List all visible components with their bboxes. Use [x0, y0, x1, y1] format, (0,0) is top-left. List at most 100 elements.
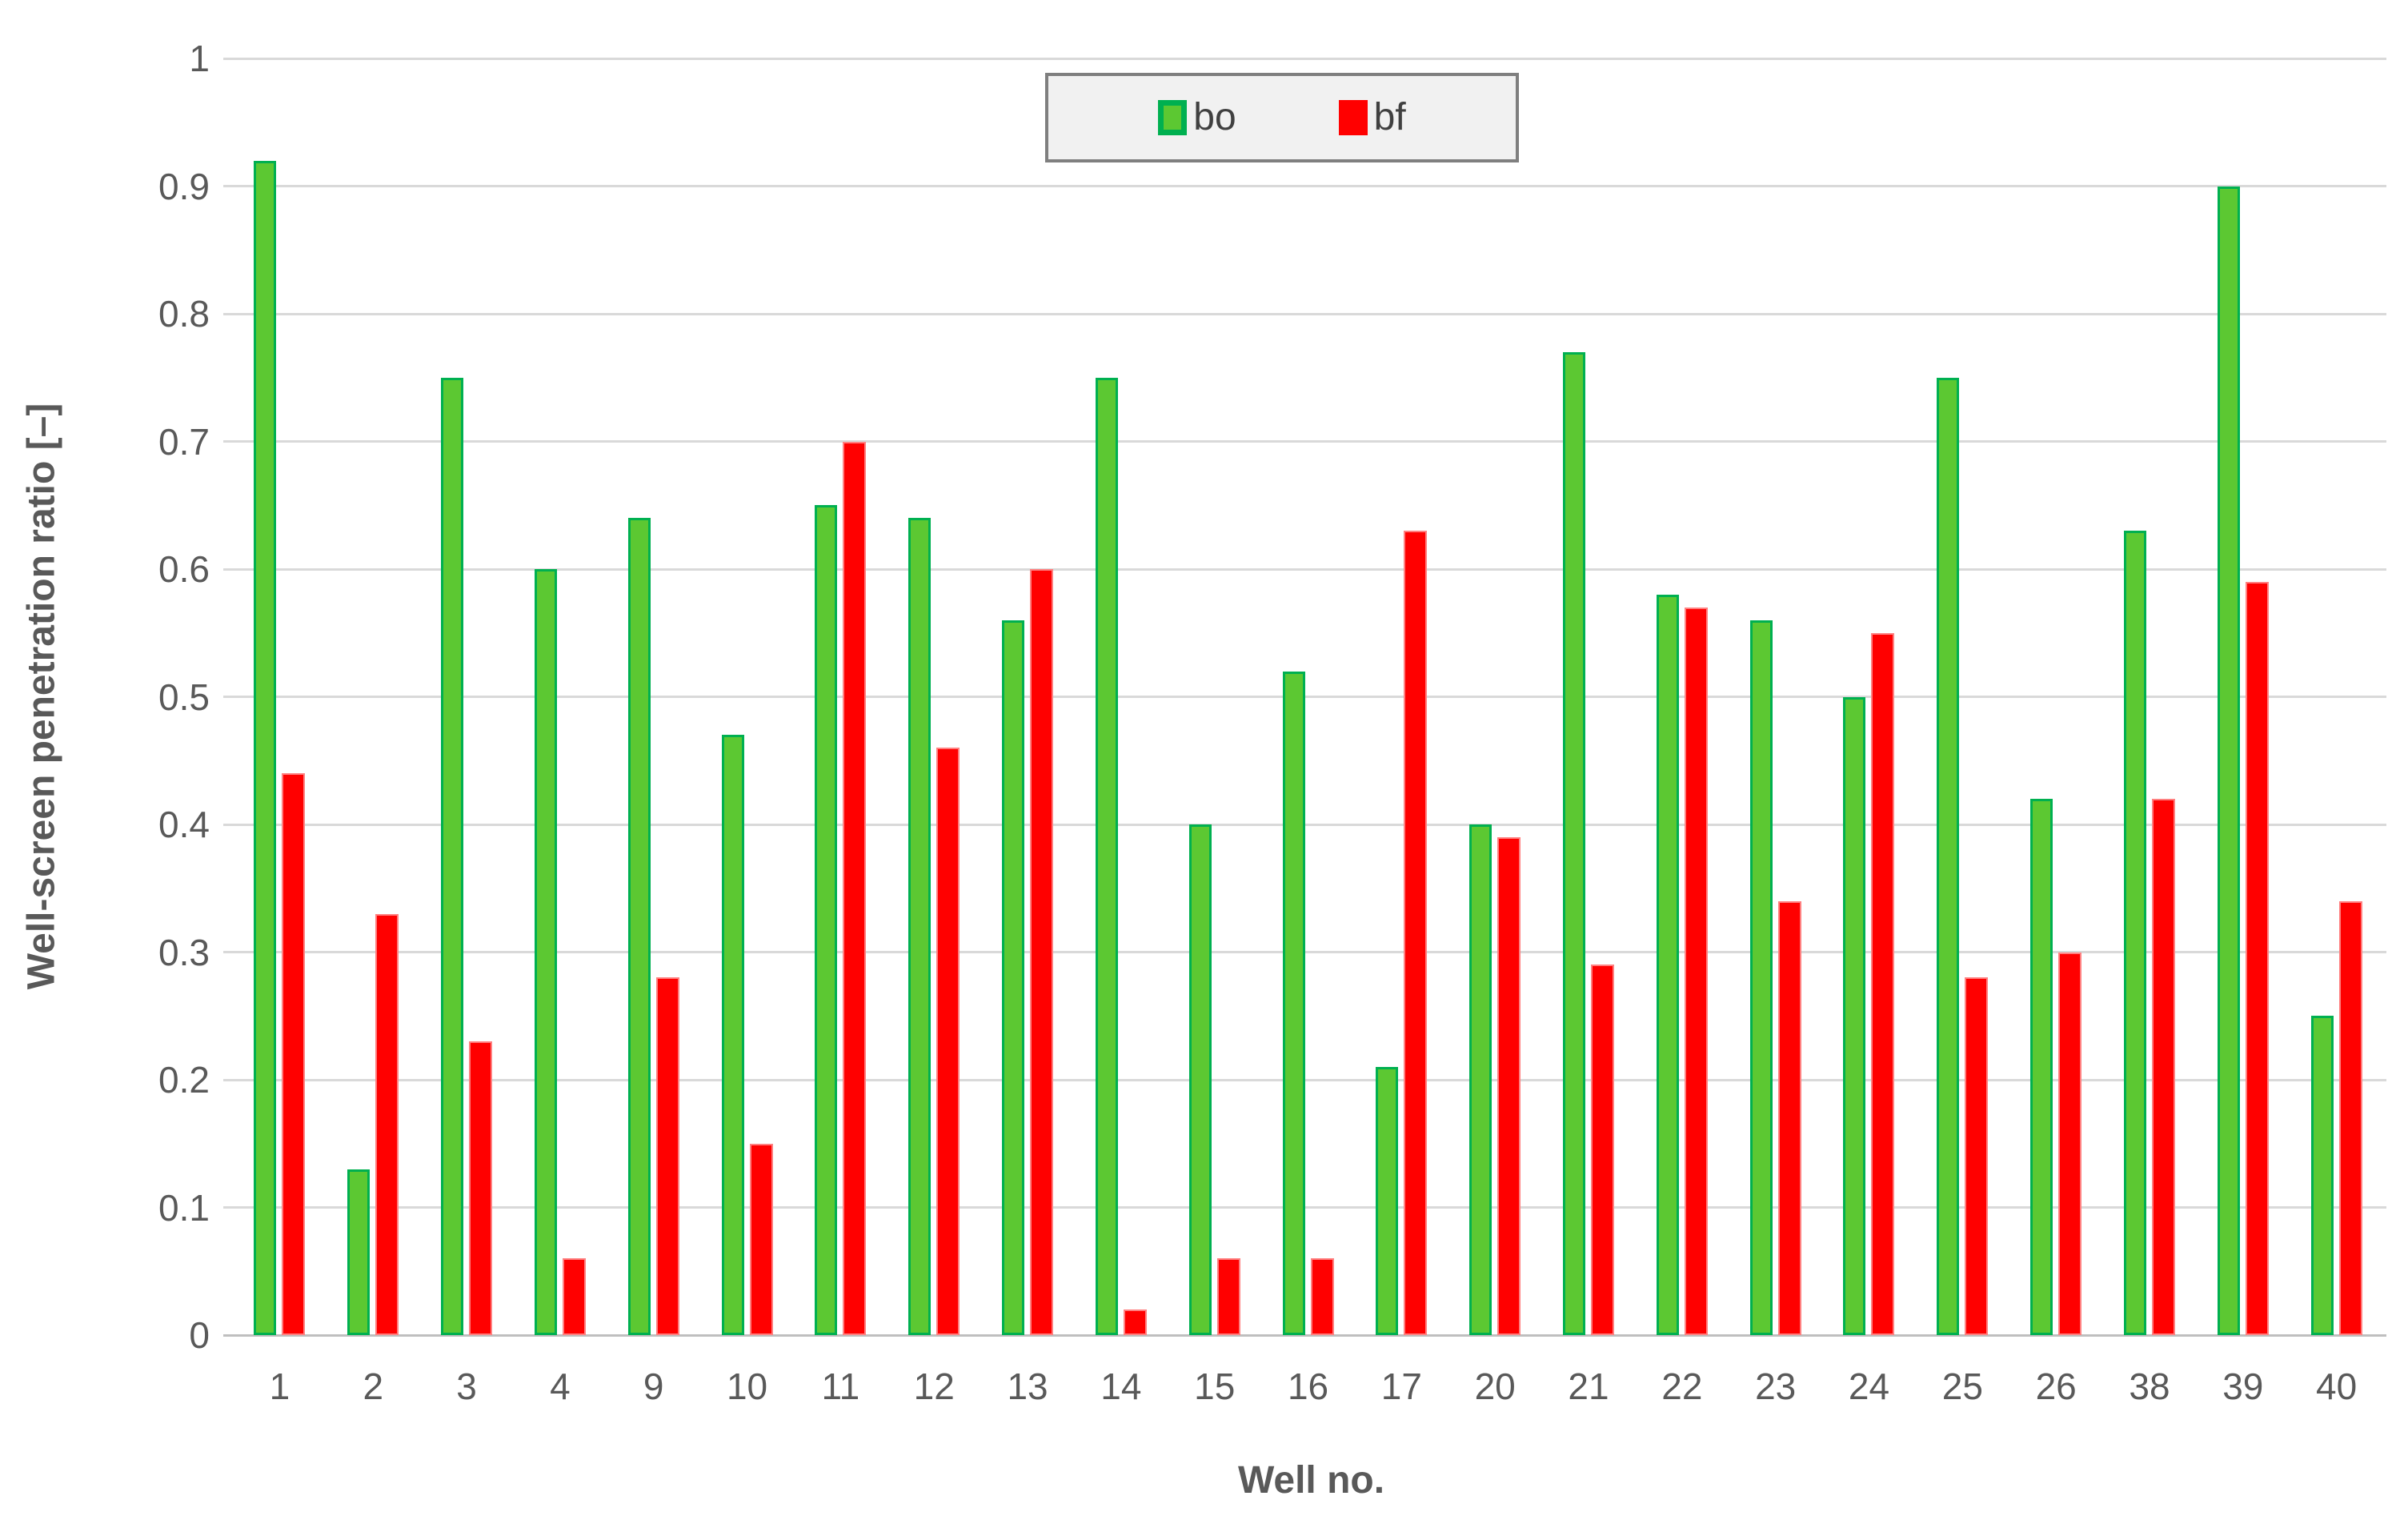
x-axis-title: Well no. [1237, 1459, 1385, 1502]
bo-bar-well-2 [347, 1169, 371, 1335]
category-well-2 [327, 58, 420, 1335]
bf-bar-well-13 [1030, 569, 1054, 1335]
category-well-14 [1074, 58, 1168, 1335]
gridline-0.2 [236, 1078, 2386, 1081]
legend-bo-label: bo [1193, 96, 1236, 138]
x-tick-label-39: 39 [2222, 1366, 2264, 1407]
bo-bar-well-24 [1843, 696, 1866, 1335]
x-tick-label-1: 1 [269, 1366, 290, 1407]
category-well-10 [700, 58, 794, 1335]
bf-bar-well-23 [1777, 900, 1801, 1335]
bf-bar-well-4 [562, 1258, 586, 1335]
category-well-25 [1916, 58, 2009, 1335]
y-tickmark-0.2 [223, 1078, 236, 1081]
bo-bar-well-15 [1188, 824, 1212, 1335]
bf-bar-well-15 [1216, 1258, 1240, 1335]
bo-bar-well-4 [534, 569, 557, 1335]
legend-item-bf: bf [1338, 98, 1406, 137]
bo-bar-well-22 [1656, 594, 1679, 1335]
category-well-24 [1822, 58, 1916, 1335]
gridline-0.5 [236, 696, 2386, 698]
bo-bar-well-39 [2217, 186, 2240, 1335]
bf-bar-well-9 [655, 977, 679, 1335]
bars [236, 58, 2386, 1335]
gridline-0.6 [236, 567, 2386, 571]
x-tick-label-16: 16 [1287, 1366, 1329, 1407]
bf-bar-well-17 [1404, 531, 1428, 1335]
bf-bar-well-14 [1123, 1309, 1147, 1335]
bo-bar-well-23 [1749, 620, 1773, 1335]
bf-bar-well-24 [1871, 632, 1895, 1335]
gridline-0.7 [236, 440, 2386, 443]
gridline-0.4 [236, 823, 2386, 826]
x-tick-label-26: 26 [2035, 1366, 2077, 1407]
bo-bar-well-9 [627, 518, 651, 1335]
category-well-26 [2009, 58, 2103, 1335]
x-tick-label-22: 22 [1661, 1366, 1703, 1407]
y-tick-label-0.8: 0.8 [158, 293, 210, 335]
y-tick-label-0.2: 0.2 [158, 1059, 210, 1101]
bf-bar-well-21 [1591, 965, 1614, 1335]
x-tick-label-3: 3 [456, 1366, 477, 1407]
bf-bar-well-20 [1497, 836, 1521, 1335]
gridline-0.8 [236, 312, 2386, 315]
bo-bar-well-11 [815, 505, 838, 1335]
x-tick-label-14: 14 [1100, 1366, 1142, 1407]
x-axis-tick-labels: 1 2 3 4 9 10 11 12 13 14 15 16 17 20 21 22 23 24 25 26 38 39 4… [236, 1365, 2386, 1408]
plot-area [223, 57, 2386, 1337]
x-tick-label-20: 20 [1474, 1366, 1516, 1407]
category-well-9 [607, 58, 700, 1335]
y-tickmark-0 [223, 1333, 236, 1337]
legend: bo bf [1045, 73, 1519, 162]
bf-bar-well-26 [2058, 952, 2082, 1335]
category-well-39 [2196, 58, 2290, 1335]
category-well-11 [794, 58, 887, 1335]
category-well-21 [1542, 58, 1636, 1335]
x-tick-label-2: 2 [363, 1366, 384, 1407]
gridline-0.3 [236, 951, 2386, 953]
y-tickmark-0.9 [223, 185, 236, 187]
y-tick-label-0: 0 [189, 1314, 210, 1356]
bo-bar-well-25 [1937, 377, 1960, 1335]
y-tickmark-0.3 [223, 951, 236, 953]
y-tickmark-1 [223, 57, 236, 60]
category-well-16 [1261, 58, 1355, 1335]
bo-bar-well-17 [1376, 1067, 1399, 1335]
x-tick-label-11: 11 [821, 1366, 860, 1407]
bo-bar-well-26 [2030, 799, 2053, 1335]
bf-bar-well-25 [1965, 977, 1989, 1335]
bf-bar-well-3 [469, 1041, 493, 1335]
bo-bar-well-13 [1002, 620, 1025, 1335]
x-tick-label-15: 15 [1194, 1366, 1236, 1407]
bf-bar-well-39 [2245, 581, 2269, 1335]
bf-bar-well-12 [936, 748, 960, 1335]
y-tickmark-0.1 [223, 1206, 236, 1209]
y-tick-label-0.1: 0.1 [158, 1186, 210, 1229]
x-tick-label-21: 21 [1568, 1366, 1609, 1407]
gridline-0.1 [236, 1206, 2386, 1209]
category-well-12 [887, 58, 981, 1335]
y-tick-label-0.9: 0.9 [158, 165, 210, 207]
category-well-40 [2290, 58, 2383, 1335]
gridline-1 [236, 57, 2386, 60]
legend-bo-swatch-icon [1158, 100, 1188, 135]
legend-item-bo: bo [1158, 98, 1236, 137]
x-tick-label-38: 38 [2129, 1366, 2170, 1407]
bo-bar-well-40 [2310, 1016, 2334, 1335]
x-tick-label-40: 40 [2316, 1366, 2358, 1407]
y-tick-label-0.5: 0.5 [158, 676, 210, 718]
bf-bar-well-2 [375, 913, 399, 1335]
x-tick-label-10: 10 [726, 1366, 768, 1407]
y-tickmark-0.4 [223, 823, 236, 826]
y-tickmark-0.6 [223, 567, 236, 571]
bo-bar-well-20 [1469, 824, 1492, 1335]
x-tick-label-17: 17 [1380, 1366, 1422, 1407]
x-tick-label-4: 4 [550, 1366, 571, 1407]
y-tickmark-0.7 [223, 440, 236, 443]
bo-bar-well-3 [441, 377, 464, 1335]
x-tick-label-12: 12 [913, 1366, 955, 1407]
bf-bar-well-22 [1684, 607, 1708, 1335]
category-well-38 [2103, 58, 2197, 1335]
x-tick-label-24: 24 [1848, 1366, 1890, 1407]
